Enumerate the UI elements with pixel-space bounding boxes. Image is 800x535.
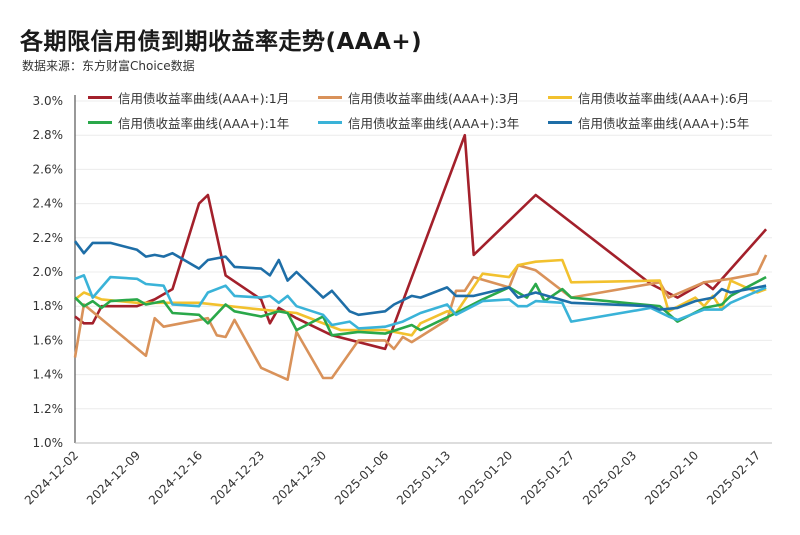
series-line-3	[74, 258, 767, 337]
y-tick-label: 2.8%	[33, 128, 64, 142]
x-tick-label: 2024-12-16	[146, 448, 205, 507]
y-tick-label: 3.0%	[33, 94, 64, 108]
legend-swatch	[88, 121, 112, 124]
y-tick-label: 1.6%	[33, 333, 64, 347]
legend-label: 信用债收益率曲线(AAA+):5年	[578, 116, 750, 131]
data-source: 数据来源：东方财富Choice数据	[22, 59, 195, 73]
legend-swatch	[548, 96, 572, 99]
legend-item: 信用债收益率曲线(AAA+):3月	[318, 88, 548, 107]
series-line-5	[74, 274, 767, 330]
legend-swatch	[318, 121, 342, 124]
legend-item: 信用债收益率曲线(AAA+):6月	[548, 88, 778, 107]
legend-label: 信用债收益率曲线(AAA+):3月	[348, 91, 520, 106]
x-tick-label: 2025-01-27	[518, 448, 577, 507]
y-tick-label: 2.0%	[33, 265, 64, 279]
x-tick-label: 2024-12-02	[22, 448, 81, 507]
legend-label: 信用债收益率曲线(AAA+):3年	[348, 116, 520, 131]
x-tick-label: 2025-01-13	[394, 448, 453, 507]
legend-item: 信用债收益率曲线(AAA+):1年	[88, 113, 318, 132]
x-tick-label: 2024-12-30	[270, 448, 329, 507]
x-tick-label: 2025-02-03	[580, 448, 639, 507]
legend-label: 信用债收益率曲线(AAA+):6月	[578, 91, 750, 106]
series-line-6	[73, 240, 767, 317]
series-line-1	[74, 133, 768, 351]
legend-swatch	[88, 96, 112, 99]
y-tick-label: 1.0%	[33, 436, 64, 450]
legend-label: 信用债收益率曲线(AAA+):1月	[118, 91, 290, 106]
x-tick-label: 2025-02-10	[642, 448, 701, 507]
legend-label: 信用债收益率曲线(AAA+):1年	[118, 116, 290, 131]
y-tick-label: 1.8%	[33, 299, 64, 313]
series-line-2	[73, 254, 768, 382]
chart-title: 各期限信用债到期收益率走势(AAA+)	[20, 29, 423, 55]
legend-swatch	[318, 96, 342, 99]
y-tick-label: 1.4%	[33, 368, 64, 382]
x-tick-label: 2025-01-06	[332, 448, 391, 507]
x-tick-label: 2025-02-17	[704, 448, 763, 507]
legend-item: 信用债收益率曲线(AAA+):1月	[88, 88, 318, 107]
legend: 信用债收益率曲线(AAA+):1月 信用债收益率曲线(AAA+):3月 信用债收益率…	[88, 88, 778, 132]
y-tick-label: 2.6%	[33, 162, 64, 176]
x-tick-label: 2024-12-09	[84, 448, 143, 507]
legend-item: 信用债收益率曲线(AAA+):3年	[318, 113, 548, 132]
x-tick-label: 2025-01-20	[456, 448, 515, 507]
y-tick-label: 2.2%	[33, 231, 64, 245]
x-tick-label: 2024-12-23	[208, 448, 267, 507]
y-tick-label: 2.4%	[33, 197, 64, 211]
legend-swatch	[548, 121, 572, 124]
legend-item: 信用债收益率曲线(AAA+):5年	[548, 113, 778, 132]
y-tick-label: 1.2%	[33, 402, 64, 416]
series-line-4	[74, 275, 767, 337]
